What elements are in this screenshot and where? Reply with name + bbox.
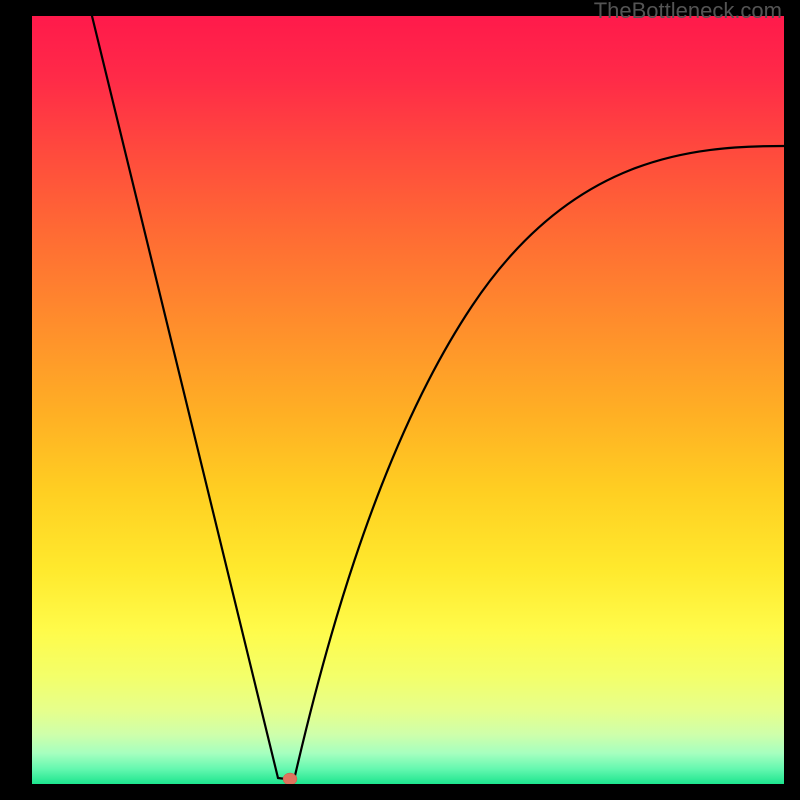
chart-frame: TheBottleneck.com: [0, 0, 800, 800]
optimal-point-marker: [283, 773, 297, 784]
curve-left-branch: [92, 16, 278, 778]
watermark-text: TheBottleneck.com: [594, 0, 782, 24]
bottleneck-curve: [32, 16, 784, 784]
curve-right-branch: [294, 146, 784, 780]
plot-area: [32, 16, 784, 784]
